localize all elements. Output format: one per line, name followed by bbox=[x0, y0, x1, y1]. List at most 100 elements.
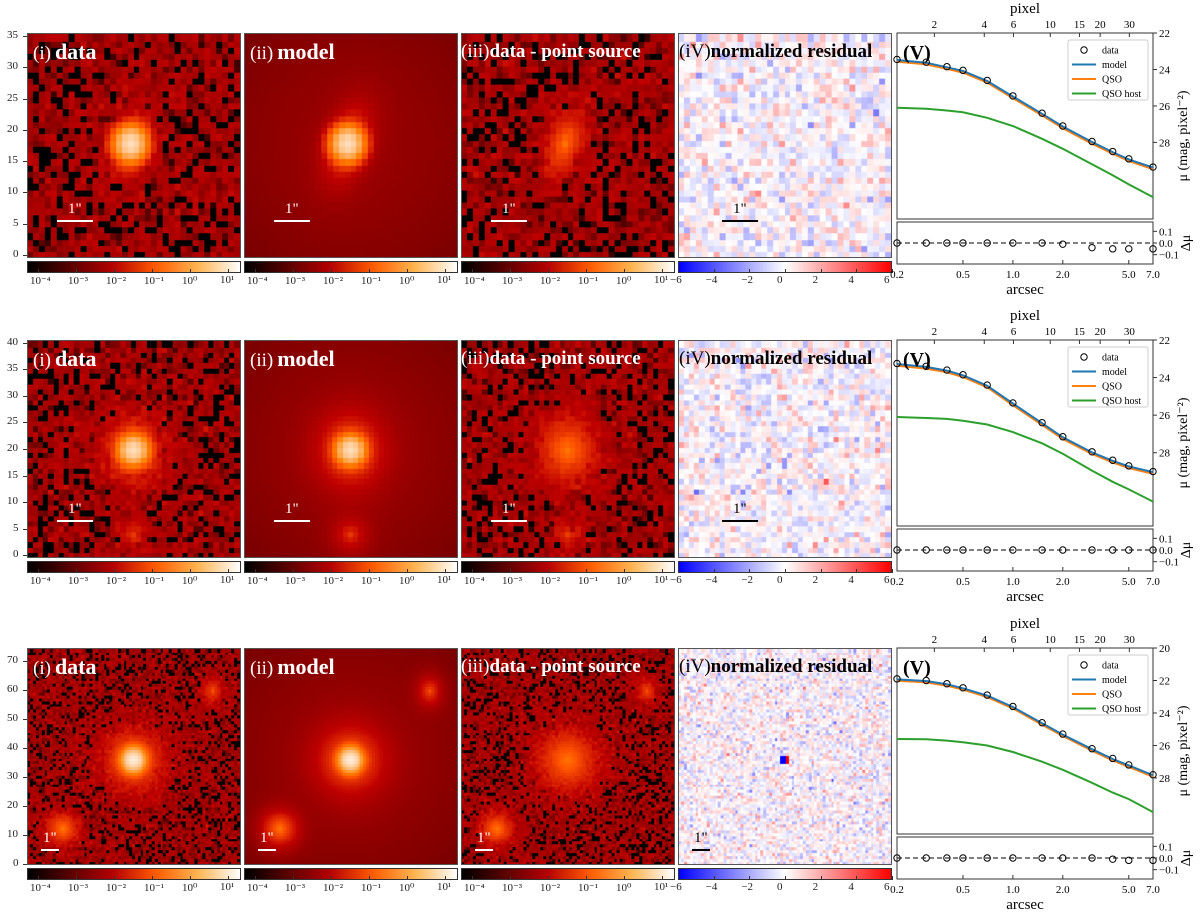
colorbar-tick-label: 6 bbox=[884, 574, 890, 586]
colorbar-tick-label: −4 bbox=[705, 274, 718, 286]
colorbar-tick-mark bbox=[152, 569, 153, 573]
model-image bbox=[244, 648, 458, 865]
colorbar-tick-mark bbox=[228, 269, 229, 273]
xtick-label: 5.0 bbox=[1122, 884, 1136, 896]
colorbar-tick-label: −4 bbox=[705, 881, 718, 893]
colorbar-tick-mark bbox=[678, 269, 679, 273]
colorbar-tick-label: 10⁻² bbox=[106, 882, 127, 894]
colorbar-tick-label: 10⁰ bbox=[616, 882, 632, 894]
residual-point bbox=[1109, 245, 1117, 253]
legend-marker-data bbox=[1080, 661, 1088, 669]
colorbar-tick-label: 10⁻¹ bbox=[361, 275, 382, 287]
scale-bar-label: 1" bbox=[43, 830, 57, 846]
colorbar-tick-label: 10⁻³ bbox=[68, 575, 89, 587]
colorbar-tick-mark bbox=[331, 876, 332, 880]
colorbar-tick-mark bbox=[548, 876, 549, 880]
residual-point bbox=[1149, 245, 1157, 253]
colorbar-tick-mark bbox=[255, 876, 256, 880]
image-ytick-mark bbox=[23, 67, 27, 69]
panel-title: (iV)normalized residual bbox=[679, 348, 872, 370]
colorbar-tick-label: 10⁻¹ bbox=[578, 275, 599, 287]
x2tick-label: 30 bbox=[1124, 634, 1136, 646]
data-point bbox=[983, 381, 991, 389]
colorbar-tick-label: 4 bbox=[848, 881, 854, 893]
colorbar-tick-mark bbox=[749, 569, 751, 573]
x2tick-label: 2 bbox=[932, 326, 938, 338]
x2tick-label: 2 bbox=[932, 19, 938, 31]
colorbar-tick-mark bbox=[114, 569, 115, 573]
colorbar-tick-label: 10⁻² bbox=[540, 575, 561, 587]
x2tick-label: 6 bbox=[1011, 326, 1017, 338]
scale-bar bbox=[722, 520, 758, 522]
panel-label: normalized residual bbox=[710, 41, 873, 62]
colorbar-tick-label: 6 bbox=[884, 881, 890, 893]
legend-marker-data bbox=[1080, 353, 1088, 361]
panel-label: data bbox=[54, 39, 97, 64]
residual-point bbox=[983, 239, 991, 247]
image-ytick-mark bbox=[23, 129, 27, 131]
panel-title: (V) bbox=[903, 42, 931, 64]
legend-label: QSO bbox=[1102, 382, 1122, 393]
colorbar-tick-label: 10¹ bbox=[437, 574, 452, 586]
data-point bbox=[1149, 467, 1157, 476]
colorbar-tick-label: 0 bbox=[777, 274, 783, 286]
colorbar-tick-mark bbox=[892, 569, 893, 573]
panel-number: (iii) bbox=[461, 41, 490, 62]
ytick-label: 26 bbox=[1159, 740, 1171, 752]
xtick-label: 0.5 bbox=[956, 269, 970, 281]
x2tick-label: 4 bbox=[982, 326, 988, 338]
xtick-label: 5.0 bbox=[1122, 576, 1136, 588]
data-point bbox=[1009, 92, 1017, 100]
image-ytick-label: 30 bbox=[7, 769, 18, 782]
colorbar-tick-label: 10⁻² bbox=[323, 575, 344, 587]
normalized-residual-image bbox=[678, 648, 892, 865]
panel-label: data - point source bbox=[489, 656, 641, 677]
image-ytick-label: 15 bbox=[7, 154, 18, 167]
x2tick-label: 6 bbox=[1011, 19, 1017, 31]
ytick-label: 24 bbox=[1159, 708, 1171, 720]
colorbar-tick-mark bbox=[749, 876, 751, 880]
data-point bbox=[1038, 719, 1046, 727]
ytick-label: 22 bbox=[1159, 675, 1170, 687]
profile-axes-frame bbox=[896, 647, 1154, 835]
series-line-qso bbox=[896, 60, 1154, 171]
image-ytick-label: 60 bbox=[7, 682, 18, 695]
colorbar-tick-mark bbox=[255, 269, 256, 273]
colorbar-tick-label: 2 bbox=[812, 574, 819, 586]
image-ytick-mark bbox=[23, 718, 27, 720]
panel-number: (ii) bbox=[250, 658, 274, 679]
colorbar-tick-mark bbox=[472, 269, 473, 273]
ytick-label: 20 bbox=[1159, 643, 1171, 655]
log-colorbar bbox=[461, 868, 675, 880]
colorbar-tick-mark bbox=[445, 876, 446, 880]
data-point bbox=[1059, 433, 1067, 441]
scale-bar-label: 1" bbox=[285, 201, 299, 217]
profile-axes-frame bbox=[896, 339, 1154, 527]
ytick-label: 22 bbox=[1159, 335, 1170, 347]
x2label: pixel bbox=[1010, 308, 1040, 324]
image-ytick-mark bbox=[23, 161, 27, 163]
data-point bbox=[1109, 456, 1117, 464]
xlabel: arcsec bbox=[1006, 589, 1044, 605]
xtick-label: 0.2 bbox=[890, 269, 904, 281]
colorbar-tick-mark bbox=[407, 569, 408, 573]
colorbar-tick-mark bbox=[76, 269, 77, 273]
data-point bbox=[1149, 163, 1157, 171]
image-ytick-label: 40 bbox=[7, 740, 18, 753]
colorbar-tick-label: 10⁻¹ bbox=[361, 882, 382, 894]
log-colorbar bbox=[27, 561, 241, 573]
colorbar-tick-mark bbox=[856, 876, 858, 880]
image-ytick-mark bbox=[23, 36, 27, 38]
data-point bbox=[943, 680, 951, 688]
colorbar-tick-mark bbox=[445, 569, 446, 573]
xtick-label: 0.5 bbox=[956, 884, 970, 896]
ylabel: μ (mag, pixel⁻²) bbox=[1176, 705, 1191, 796]
colorbar-tick-label: 10⁻³ bbox=[68, 882, 89, 894]
colorbar-tick-mark bbox=[785, 269, 786, 273]
colorbar-tick-mark bbox=[856, 269, 858, 273]
panel-label: data bbox=[54, 654, 97, 679]
residual-point bbox=[959, 239, 967, 247]
image-ytick-mark bbox=[23, 223, 27, 225]
data-point bbox=[959, 684, 967, 692]
colorbar-tick-label: 10⁻¹ bbox=[578, 575, 599, 587]
